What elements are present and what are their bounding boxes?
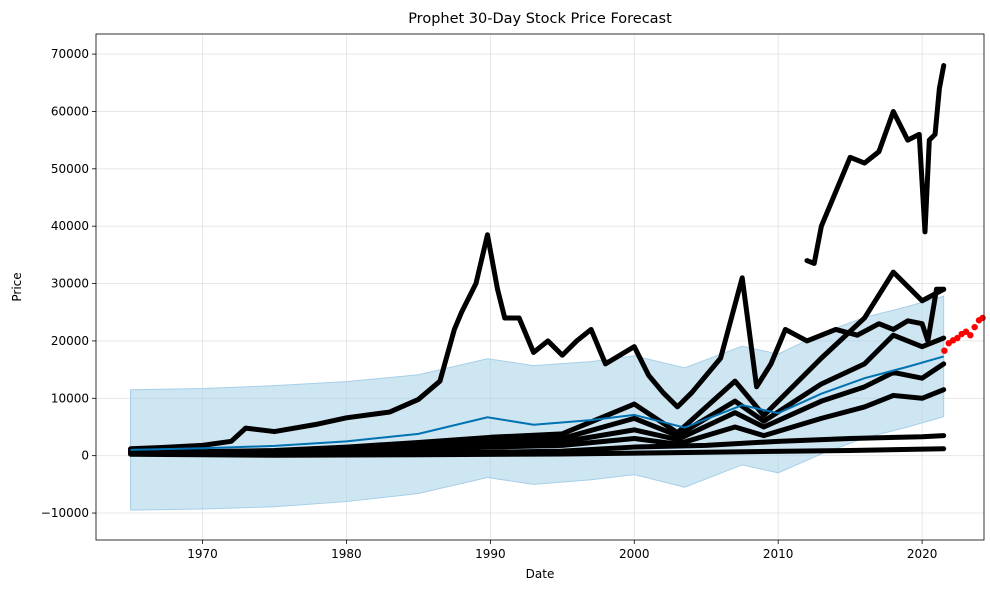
forecast-point: [962, 328, 970, 335]
forecast-trend-line: [130, 355, 944, 451]
y-tick-label: 10000: [51, 391, 89, 405]
x-tick-label: 2000: [619, 547, 650, 561]
chart-title: Prophet 30-Day Stock Price Forecast: [408, 11, 672, 27]
plot-frame: [95, 33, 985, 541]
y-axis-title: Price: [10, 272, 24, 301]
x-tick-label: 2010: [763, 547, 794, 561]
x-tick-label: 1980: [331, 547, 362, 561]
y-tick-label: 60000: [51, 104, 89, 118]
forecast-point: [967, 331, 974, 339]
y-tick-label: 20000: [51, 334, 89, 348]
forecast-point: [941, 347, 948, 354]
forecast-point: [971, 323, 978, 331]
y-tick-label: 0: [81, 449, 89, 463]
x-tick-label: 2020: [907, 547, 938, 561]
x-axis-title: Date: [526, 567, 555, 581]
forecast-point: [954, 334, 961, 342]
observed-price-series: [128, 446, 947, 458]
observed-price-series: [804, 63, 947, 266]
plot-area: 1970 1980 1990 2000 2010 2020 −10000 0 10000 2000…: [41, 33, 986, 561]
forecast-point: [979, 314, 986, 322]
y-tick-label: −10000: [41, 506, 89, 520]
y-tick-label: 30000: [51, 277, 89, 291]
y-tick-label: 50000: [51, 162, 89, 176]
y-tick-label: 40000: [51, 219, 89, 233]
x-tick-label: 1970: [187, 547, 218, 561]
x-tick-label: 1990: [475, 547, 506, 561]
y-tick-label: 70000: [51, 47, 89, 61]
